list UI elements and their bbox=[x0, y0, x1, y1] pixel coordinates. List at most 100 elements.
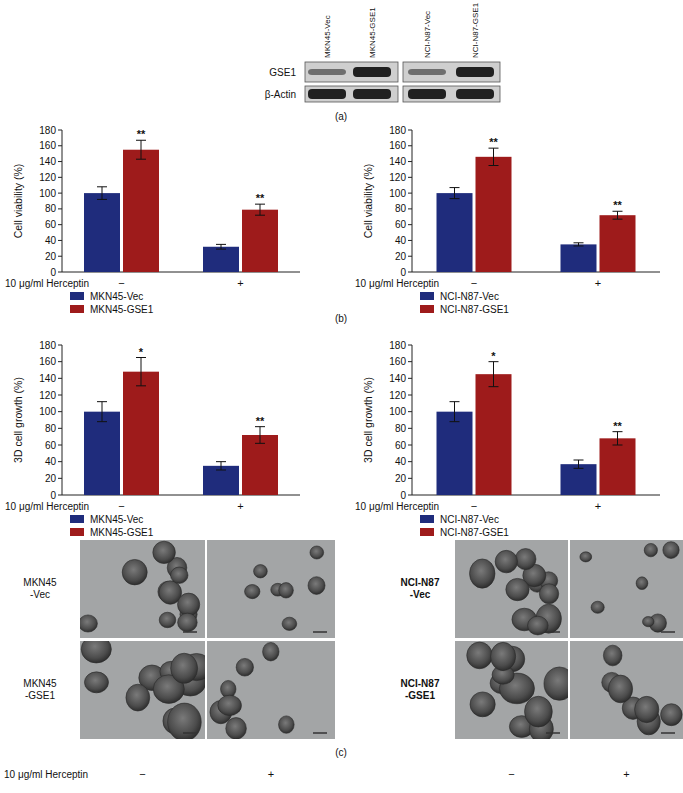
error-bar bbox=[489, 148, 499, 165]
y-tick-label: 100 bbox=[39, 406, 56, 417]
y-tick bbox=[58, 272, 62, 273]
blot-frame bbox=[403, 62, 500, 82]
figure: (a)(b)(c)MKN45-VecMKN45-GSE1NCI-N87-VecN… bbox=[0, 0, 683, 793]
annotations: **** bbox=[489, 136, 622, 211]
bar bbox=[437, 193, 473, 272]
panel-label: (b) bbox=[335, 313, 347, 324]
x-tick-label: + bbox=[237, 277, 243, 289]
spheroid bbox=[636, 577, 648, 590]
legend-swatch bbox=[420, 528, 434, 536]
lane-label: MKN45-Vec bbox=[323, 15, 332, 58]
micrograph-row-label: MKN45-GSE1 bbox=[23, 678, 57, 701]
y-tick-label: 60 bbox=[395, 219, 407, 230]
micrograph bbox=[79, 540, 205, 638]
y-tick-label: 60 bbox=[45, 219, 57, 230]
y-tick bbox=[408, 361, 412, 362]
scale-bar bbox=[183, 631, 197, 633]
error-cap bbox=[613, 219, 623, 220]
error-cap bbox=[136, 159, 146, 160]
legend-swatch bbox=[70, 305, 84, 313]
spheroid bbox=[635, 696, 659, 722]
x-tick-label: − bbox=[118, 277, 124, 289]
annotations: *** bbox=[139, 346, 265, 427]
error-cap bbox=[255, 443, 265, 444]
error-stem bbox=[141, 140, 142, 159]
y-tick-label: 140 bbox=[389, 156, 406, 167]
y-tick-label: 20 bbox=[395, 473, 407, 484]
bar bbox=[242, 435, 278, 495]
spheroid bbox=[495, 550, 517, 573]
lane-label: MKN45-GSE1 bbox=[368, 7, 377, 58]
micrograph-content bbox=[81, 641, 205, 739]
spheroid bbox=[153, 541, 176, 563]
error-stem bbox=[221, 462, 222, 470]
x-tick-label: + bbox=[595, 500, 601, 512]
y-tick bbox=[408, 193, 412, 194]
significance: * bbox=[491, 350, 496, 362]
micrograph bbox=[455, 540, 568, 638]
x-tick-label: + bbox=[237, 500, 243, 512]
error-stem bbox=[454, 188, 455, 199]
y-axis bbox=[62, 345, 63, 495]
error-stem bbox=[141, 358, 142, 386]
y-tick-label: 100 bbox=[389, 188, 406, 199]
y-axis bbox=[62, 130, 63, 272]
significance: ** bbox=[613, 199, 622, 211]
micrograph-bg bbox=[455, 540, 568, 638]
error-stem bbox=[221, 244, 222, 249]
error-cap bbox=[450, 421, 460, 422]
scale-bar bbox=[546, 631, 560, 633]
chart: 020406080100120140160180Cell viability (… bbox=[355, 125, 660, 315]
error-cap bbox=[136, 385, 146, 386]
y-tick bbox=[408, 256, 412, 257]
y-axis-label: Cell viability (%) bbox=[12, 164, 24, 239]
error-bar bbox=[613, 432, 623, 445]
y-tick bbox=[408, 395, 412, 396]
legend-swatch bbox=[420, 292, 434, 300]
blot-band bbox=[456, 67, 494, 77]
error-stem bbox=[578, 460, 579, 468]
error-cap bbox=[97, 186, 107, 187]
spheroid bbox=[470, 692, 495, 717]
bar bbox=[600, 438, 636, 495]
y-tick-label: 80 bbox=[45, 203, 57, 214]
chart: 020406080100120140160180Cell viability (… bbox=[5, 125, 300, 315]
y-tick-label: 180 bbox=[39, 125, 56, 136]
significance: ** bbox=[256, 192, 265, 204]
chart: 0204060801001201401601803D cell growth (… bbox=[5, 340, 300, 538]
y-tick bbox=[408, 411, 412, 412]
micrograph-bg bbox=[80, 540, 205, 638]
panel-label: (c) bbox=[335, 747, 347, 758]
micrograph-bg bbox=[570, 641, 683, 739]
y-tick-label: 180 bbox=[39, 340, 56, 351]
y-tick-label: 40 bbox=[395, 235, 407, 246]
error-stem bbox=[260, 204, 261, 215]
y-tick bbox=[58, 378, 62, 379]
spheroid bbox=[254, 565, 268, 578]
y-tick bbox=[408, 145, 412, 146]
error-stem bbox=[454, 402, 455, 422]
error-cap bbox=[97, 199, 107, 200]
y-tick-label: 60 bbox=[395, 440, 407, 451]
spheroid bbox=[226, 718, 247, 739]
x-axis-label: 10 μg/ml Herceptin bbox=[5, 278, 89, 289]
y-tick bbox=[408, 378, 412, 379]
spheroid bbox=[591, 601, 604, 613]
error-cap bbox=[216, 249, 226, 250]
error-bar bbox=[97, 187, 107, 200]
scale-bar bbox=[313, 732, 327, 734]
label-line: -GSE1 bbox=[405, 690, 435, 701]
y-tick bbox=[58, 208, 62, 209]
y-tick-label: 140 bbox=[39, 373, 56, 384]
y-tick-label: 80 bbox=[45, 423, 57, 434]
error-bar bbox=[216, 462, 226, 470]
spheroid bbox=[528, 616, 549, 635]
y-tick-label: 180 bbox=[389, 125, 406, 136]
bar bbox=[123, 150, 159, 272]
error-bar bbox=[450, 188, 460, 199]
error-stem bbox=[102, 187, 103, 200]
y-tick-label: 100 bbox=[39, 188, 56, 199]
micrograph-content bbox=[245, 546, 325, 630]
x-tick-label: − bbox=[471, 500, 477, 512]
micrograph bbox=[207, 540, 335, 638]
